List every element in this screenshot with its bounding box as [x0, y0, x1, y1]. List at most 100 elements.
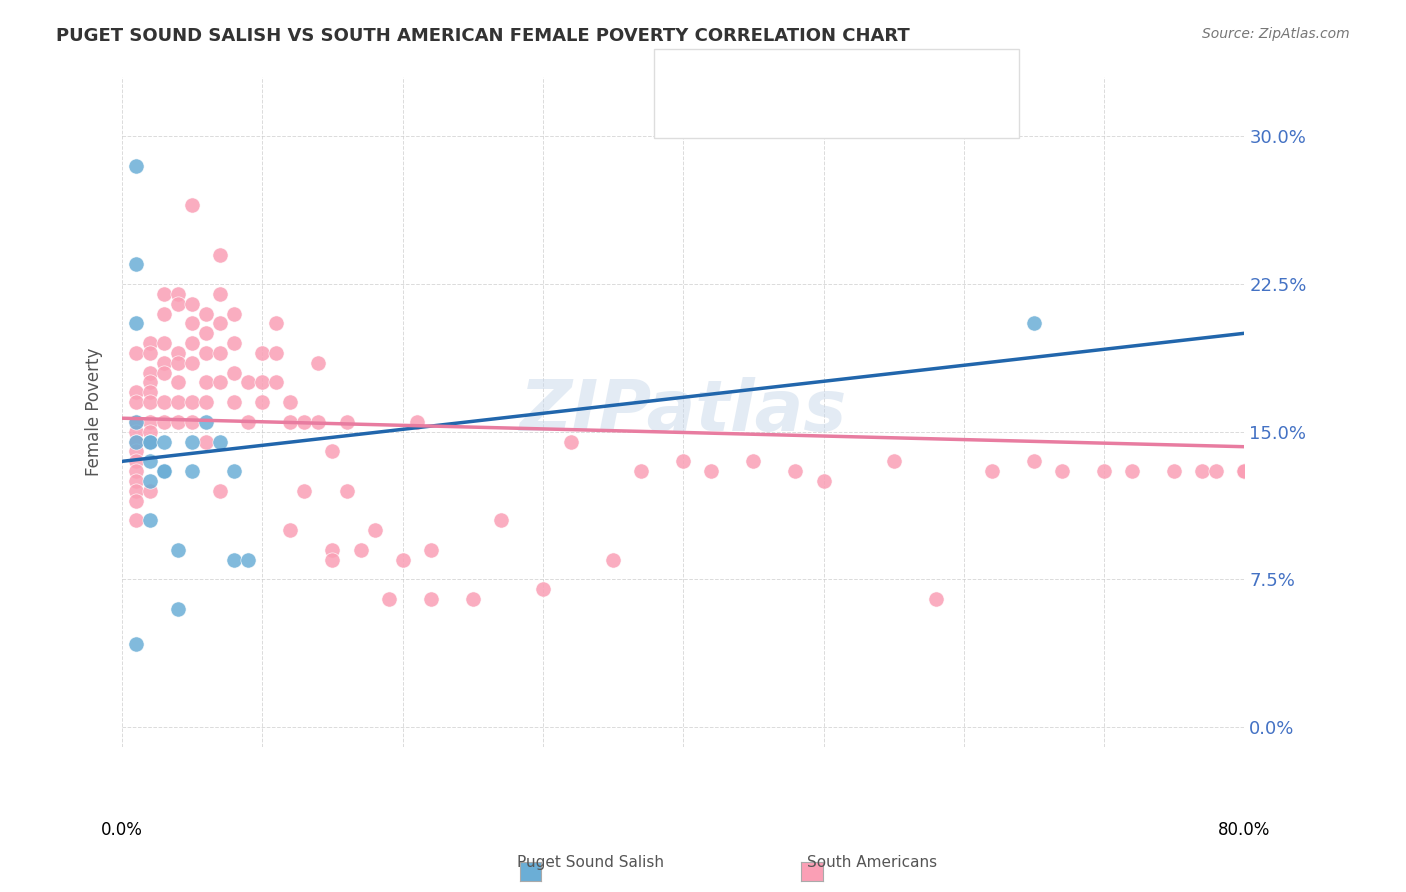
Point	[125, 637, 148, 651]
Point	[195, 415, 218, 429]
Point	[167, 287, 190, 301]
Point	[125, 464, 148, 478]
Text: 80.0%: 80.0%	[1218, 822, 1271, 839]
Point	[125, 434, 148, 449]
Point	[167, 542, 190, 557]
Point	[195, 307, 218, 321]
Point	[139, 474, 162, 488]
Point	[139, 434, 162, 449]
Point	[1233, 464, 1256, 478]
Point	[125, 425, 148, 439]
Point	[153, 434, 176, 449]
Point	[125, 474, 148, 488]
Point	[349, 542, 371, 557]
Point	[125, 385, 148, 400]
Point	[224, 552, 246, 566]
Text: Puget Sound Salish: Puget Sound Salish	[517, 855, 664, 870]
Point	[153, 464, 176, 478]
Point	[224, 336, 246, 351]
Point	[321, 542, 343, 557]
Point	[224, 307, 246, 321]
Point	[1233, 464, 1256, 478]
Text: R = -0.103   N = 112: R = -0.103 N = 112	[675, 103, 849, 120]
Point	[153, 395, 176, 409]
Point	[280, 415, 302, 429]
Point	[139, 366, 162, 380]
Point	[1092, 464, 1115, 478]
Point	[139, 434, 162, 449]
Point	[266, 317, 288, 331]
Point	[209, 346, 232, 360]
Point	[153, 356, 176, 370]
Point	[153, 287, 176, 301]
Point	[294, 415, 316, 429]
Point	[181, 336, 204, 351]
Point	[125, 454, 148, 468]
Point	[238, 415, 260, 429]
Point	[181, 464, 204, 478]
Text: ZIPatlas: ZIPatlas	[520, 377, 846, 447]
Point	[139, 415, 162, 429]
Point	[1191, 464, 1213, 478]
Point	[139, 434, 162, 449]
Point	[125, 395, 148, 409]
Point	[531, 582, 554, 596]
Point	[238, 376, 260, 390]
Point	[308, 356, 330, 370]
Point	[125, 483, 148, 498]
Point	[1022, 454, 1045, 468]
Text: South Americans: South Americans	[807, 855, 936, 870]
Point	[181, 395, 204, 409]
Point	[280, 523, 302, 537]
Point	[294, 483, 316, 498]
Point	[139, 385, 162, 400]
Point	[195, 395, 218, 409]
Point	[560, 434, 582, 449]
Point	[419, 542, 441, 557]
Point	[405, 415, 427, 429]
Point	[280, 395, 302, 409]
Point	[363, 523, 385, 537]
Point	[321, 552, 343, 566]
Point	[181, 356, 204, 370]
Point	[209, 376, 232, 390]
Point	[125, 346, 148, 360]
Point	[167, 395, 190, 409]
Point	[125, 434, 148, 449]
Point	[195, 376, 218, 390]
Point	[1022, 317, 1045, 331]
Point	[335, 483, 357, 498]
Point	[195, 434, 218, 449]
Point	[181, 415, 204, 429]
Point	[139, 336, 162, 351]
Point	[209, 317, 232, 331]
Point	[139, 483, 162, 498]
Point	[167, 346, 190, 360]
Point	[139, 513, 162, 527]
Point	[167, 297, 190, 311]
Point	[266, 346, 288, 360]
Text: 0.0%: 0.0%	[101, 822, 143, 839]
Point	[125, 159, 148, 173]
Point	[321, 444, 343, 458]
Point	[308, 415, 330, 429]
Text: R =  0.195   N = 24: R = 0.195 N = 24	[675, 62, 837, 80]
Point	[181, 297, 204, 311]
Point	[181, 434, 204, 449]
Point	[461, 591, 484, 606]
Point	[139, 346, 162, 360]
Point	[195, 326, 218, 341]
Point	[195, 346, 218, 360]
Point	[153, 307, 176, 321]
Point	[980, 464, 1002, 478]
Point	[602, 552, 624, 566]
Point	[742, 454, 765, 468]
Point	[209, 287, 232, 301]
Point	[785, 464, 807, 478]
Point	[419, 591, 441, 606]
Point	[1163, 464, 1185, 478]
Point	[125, 415, 148, 429]
Point	[813, 474, 835, 488]
Point	[139, 425, 162, 439]
Point	[700, 464, 723, 478]
